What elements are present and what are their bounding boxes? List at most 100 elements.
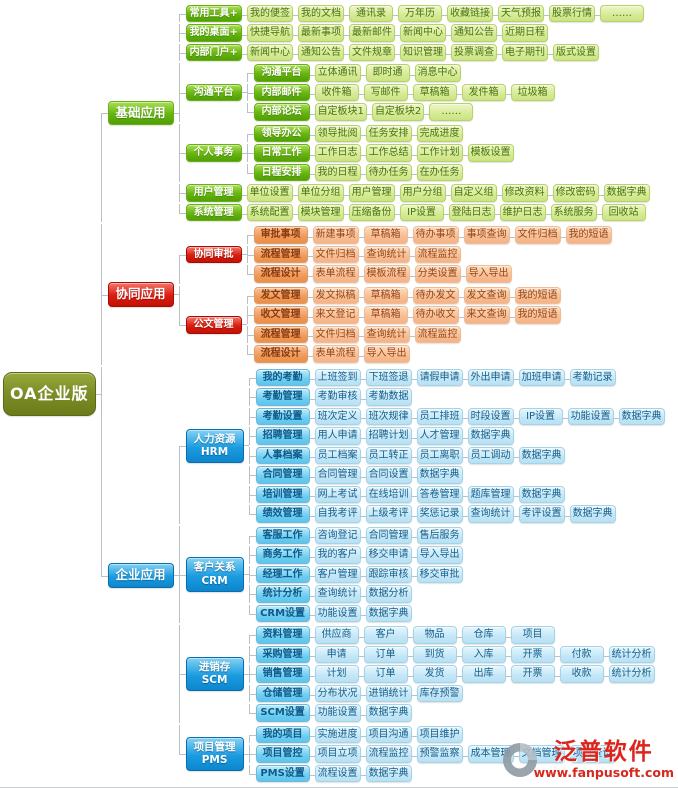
connector-line bbox=[505, 675, 511, 677]
leaf-node: 我的客户 bbox=[314, 546, 361, 564]
leaf-node: 招聘计划 bbox=[365, 427, 412, 445]
leaf-node: 付款 bbox=[559, 645, 604, 664]
connector-line bbox=[564, 515, 570, 517]
leaf-node: 事项查询 bbox=[463, 226, 510, 244]
connector-line bbox=[394, 194, 400, 196]
leaf-node: 预警监察 bbox=[416, 745, 463, 763]
connector-line bbox=[554, 675, 560, 677]
connector-line bbox=[309, 714, 315, 716]
connector-line bbox=[292, 34, 298, 36]
connector-line bbox=[496, 54, 502, 55]
leaf-node: 待办发文 bbox=[412, 286, 459, 305]
group-node: 流程设计 bbox=[253, 345, 308, 363]
leaf-node: 系统服务 bbox=[550, 203, 597, 222]
connector-line bbox=[409, 275, 415, 277]
leaf-node: 项目 bbox=[510, 626, 555, 644]
connector-line bbox=[462, 515, 468, 517]
leaf-node: 功能设置 bbox=[314, 604, 361, 623]
connector-line bbox=[594, 15, 600, 16]
leaf-node: 写邮件 bbox=[363, 83, 408, 102]
group-node: 招聘管理 bbox=[255, 427, 310, 445]
leaf-node: 考评设置 bbox=[518, 505, 565, 523]
leaf-node: 我的文档 bbox=[297, 4, 344, 23]
connector-line bbox=[394, 54, 400, 55]
leaf-node: 查询统计 bbox=[467, 505, 514, 523]
leaf-node: 垃圾箱 bbox=[510, 83, 555, 102]
leaf-node: 功能设置 bbox=[314, 704, 361, 722]
connector-line bbox=[460, 275, 466, 277]
leaf-node: 班次规律 bbox=[365, 407, 412, 426]
connector-line bbox=[462, 496, 468, 497]
connector-line bbox=[309, 515, 315, 517]
branch-node-basic-apps: 基础应用 bbox=[107, 100, 174, 126]
connector-line bbox=[411, 437, 417, 439]
leaf-node: 开票 bbox=[510, 665, 555, 683]
connector-line bbox=[411, 457, 417, 458]
group-node: 内部论坛 bbox=[253, 103, 310, 121]
leaf-node: 用人申请 bbox=[314, 427, 361, 445]
connector-line bbox=[309, 398, 315, 400]
leaf-node: 单位分组 bbox=[297, 184, 344, 202]
connector-line bbox=[360, 775, 366, 776]
connector-line bbox=[411, 154, 417, 156]
leaf-node: 数据字典 bbox=[569, 505, 616, 523]
leaf-node: 流程设置 bbox=[314, 764, 361, 783]
leaf-node: 加班申请 bbox=[518, 368, 565, 387]
leaf-node: 草稿箱 bbox=[363, 226, 408, 244]
connector-line bbox=[307, 297, 313, 298]
leaf-node: 消息中心 bbox=[414, 64, 461, 82]
leaf-node: 统计分析 bbox=[608, 645, 655, 664]
connector-line bbox=[494, 214, 500, 215]
connector-line bbox=[407, 675, 413, 677]
connector-line bbox=[309, 755, 315, 757]
connector-line bbox=[564, 379, 570, 380]
leaf-node: 员工离职 bbox=[416, 446, 463, 465]
connector-line bbox=[360, 379, 366, 380]
connector-line bbox=[496, 194, 502, 196]
leaf-node: 文件规章 bbox=[348, 43, 395, 62]
connector-line bbox=[598, 194, 604, 196]
connector-line bbox=[462, 154, 468, 156]
leaf-node: 流程监控 bbox=[414, 245, 461, 264]
connector-line bbox=[343, 15, 349, 16]
connector-line bbox=[505, 656, 511, 657]
connector-line bbox=[307, 316, 313, 318]
leaf-node: 库存预警 bbox=[416, 684, 463, 703]
connector-line bbox=[309, 636, 315, 638]
leaf-node: 收件箱 bbox=[314, 83, 359, 102]
leaf-node: 项目查询 bbox=[569, 745, 616, 763]
leaf-node: 天气预报 bbox=[497, 4, 544, 23]
leaf-node: 通知公告 bbox=[450, 24, 497, 42]
connector-line bbox=[411, 418, 417, 419]
leaf-node: 文件归档 bbox=[312, 245, 359, 264]
group-node: PMS设置 bbox=[255, 764, 310, 783]
connector-line bbox=[360, 576, 366, 577]
leaf-node: 自定义组 bbox=[450, 184, 497, 202]
connector-line bbox=[603, 656, 609, 657]
connector-line bbox=[309, 595, 315, 597]
fanpu-logo-icon bbox=[500, 740, 540, 780]
leaf-node: …… bbox=[599, 4, 644, 23]
leaf-node: 到货 bbox=[412, 645, 457, 664]
leaf-node: 查询统计 bbox=[314, 585, 361, 603]
connector-line bbox=[394, 34, 400, 36]
leaf-node: 入库 bbox=[461, 645, 506, 664]
leaf-node: 最新邮件 bbox=[348, 24, 395, 42]
connector-line bbox=[309, 74, 315, 76]
connector-line bbox=[509, 236, 515, 238]
connector-line bbox=[462, 755, 468, 757]
leaf-node: 待办任务 bbox=[365, 163, 412, 182]
watermark-brand-text: 泛普软件 bbox=[553, 738, 654, 765]
leaf-node: 自我考评 bbox=[314, 505, 361, 523]
connector-line bbox=[366, 113, 372, 115]
leaf-node: 出库 bbox=[461, 665, 506, 683]
leaf-node: 员工档案 bbox=[314, 446, 361, 465]
connector-line bbox=[360, 74, 366, 76]
connector-line bbox=[456, 656, 462, 657]
connector-line bbox=[173, 575, 179, 576]
connector-line bbox=[505, 636, 511, 638]
connector-line bbox=[309, 695, 315, 696]
group-node: 流程管理 bbox=[253, 325, 308, 344]
leaf-node: 下班签退 bbox=[365, 368, 412, 387]
leaf-node: 我的便签 bbox=[246, 4, 293, 23]
